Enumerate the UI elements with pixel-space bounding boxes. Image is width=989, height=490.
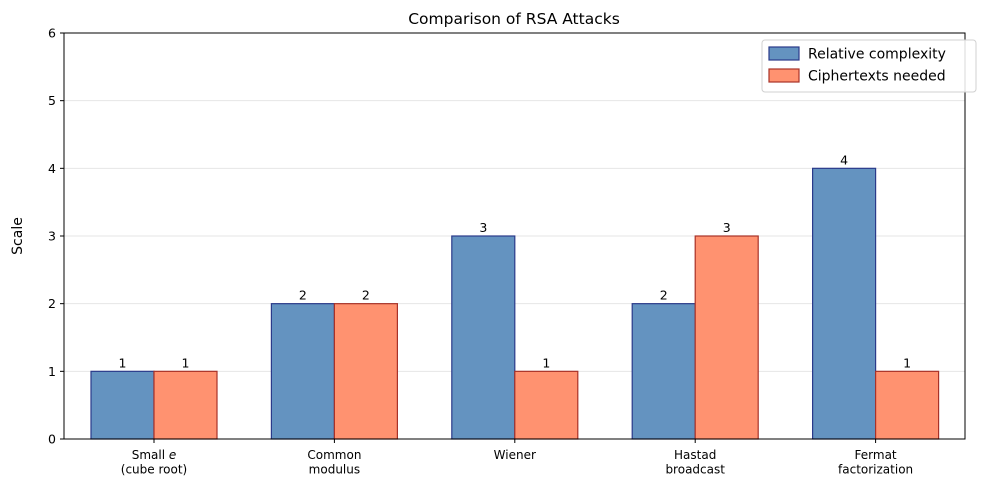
bar (90, 370, 155, 440)
bar (451, 235, 516, 440)
bar (333, 303, 398, 440)
bar-value-label: 1 (542, 355, 550, 370)
x-tick-label: Common (307, 448, 361, 462)
chart-title: Comparison of RSA Attacks (408, 10, 620, 28)
bar-value-label: 3 (723, 220, 731, 235)
bar-labels: 1 1 2 2 3 1 2 3 4 1 (119, 152, 912, 370)
x-tick-label: (cube root) (121, 463, 187, 477)
legend-swatch (768, 46, 800, 61)
bar (153, 370, 218, 440)
bar-value-label: 2 (660, 288, 668, 303)
legend: Relative complexity Ciphertexts needed (761, 39, 977, 93)
bar (811, 167, 877, 440)
x-tick-label: modulus (309, 463, 360, 477)
y-tick-label: 4 (48, 161, 56, 176)
y-tick-label: 0 (48, 432, 56, 447)
bar (270, 303, 335, 440)
legend-label: Relative complexity (808, 47, 946, 63)
bar-value-label: 1 (182, 355, 190, 370)
x-tick-label: Hastad (674, 448, 716, 462)
x-tick-label: factorization (838, 463, 913, 477)
y-tick-label: 6 (48, 26, 56, 41)
bar (631, 303, 696, 440)
bars (90, 167, 940, 440)
legend-label: Ciphertexts needed (808, 69, 946, 85)
bar (874, 370, 940, 440)
x-tick-label: Small e (132, 448, 177, 462)
y-axis: 0 1 2 3 4 5 6 (48, 26, 64, 447)
bar-value-label: 3 (479, 220, 487, 235)
bar-value-label: 2 (299, 288, 307, 303)
y-tick-label: 1 (48, 364, 56, 379)
y-axis-label: Scale (10, 217, 26, 255)
x-tick-label: Wiener (494, 448, 536, 462)
legend-box (761, 39, 977, 93)
bar-value-label: 1 (903, 355, 911, 370)
y-tick-label: 5 (48, 93, 56, 108)
x-tick-label: Fermat (855, 448, 897, 462)
y-tick-label: 3 (48, 229, 56, 244)
bar-value-label: 2 (362, 288, 370, 303)
bar (694, 235, 759, 440)
bar-value-label: 1 (119, 355, 127, 370)
y-tick-label: 2 (48, 296, 56, 311)
x-tick-label: broadcast (665, 463, 725, 477)
bar (514, 370, 579, 440)
bar-value-label: 4 (840, 152, 848, 167)
legend-swatch (768, 68, 800, 83)
